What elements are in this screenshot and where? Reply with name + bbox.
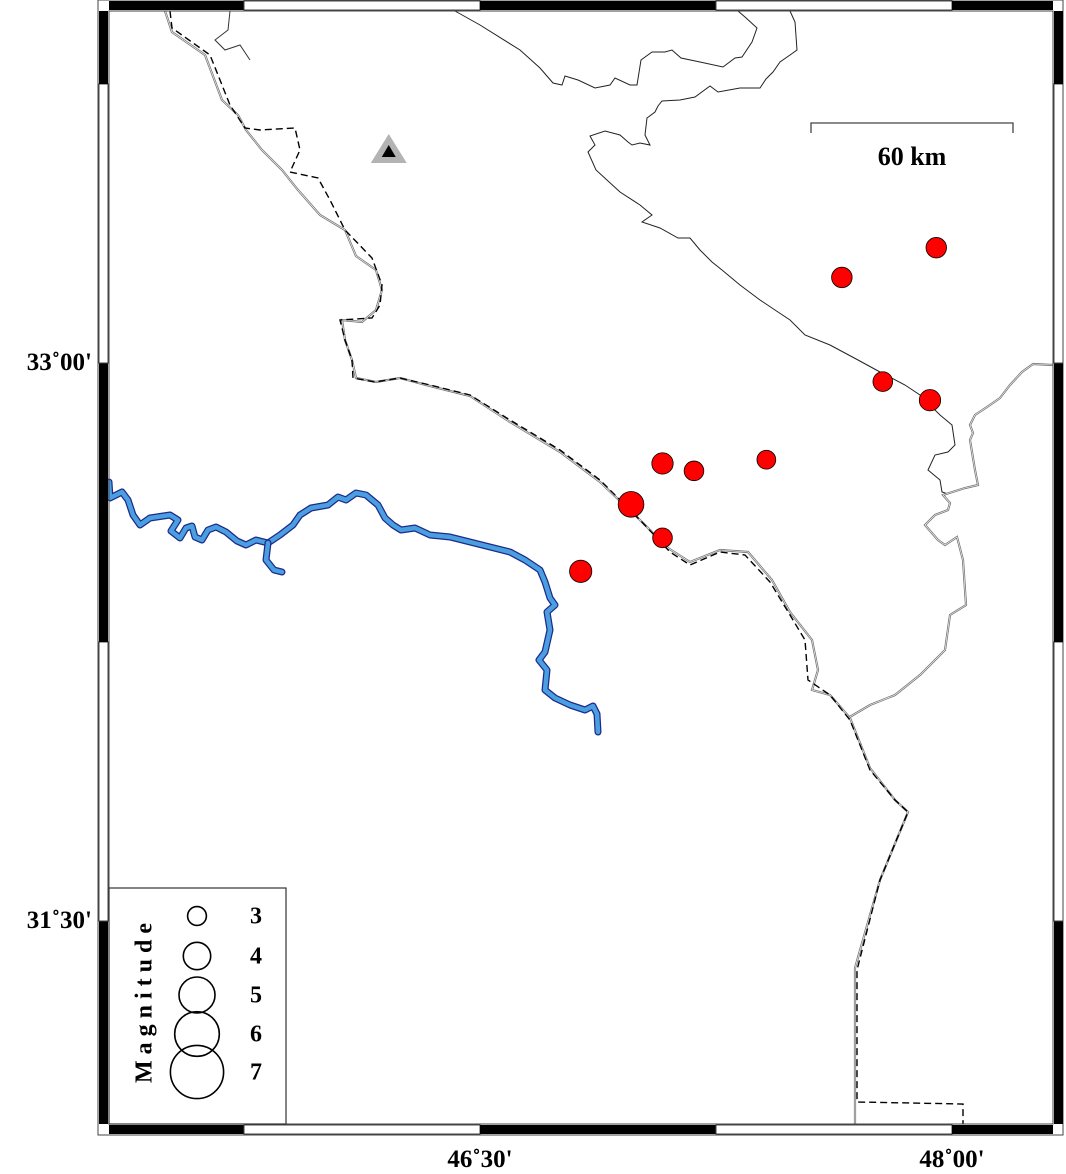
lat-label-31-30: 31˚30' xyxy=(26,907,92,934)
legend-label-7: 7 xyxy=(250,1059,262,1086)
legend-box xyxy=(108,887,287,1125)
earthquake-event xyxy=(831,266,853,289)
boundary-line xyxy=(587,10,956,495)
coastline-inner xyxy=(164,10,909,1124)
frame-bar xyxy=(715,0,953,11)
lon-label-46-30: 46˚30' xyxy=(447,1146,513,1173)
frame-bar xyxy=(1054,363,1063,642)
frame-bar xyxy=(480,1,717,10)
frame-bar xyxy=(952,1,1053,10)
station-marker xyxy=(370,133,407,163)
frame-bar xyxy=(109,1125,244,1134)
frame-bar xyxy=(98,641,109,922)
international-border xyxy=(169,10,964,1124)
earthquake-events xyxy=(569,237,947,583)
boundary-line xyxy=(214,10,251,61)
earthquake-event xyxy=(918,389,942,412)
frame-bar xyxy=(952,1125,1053,1134)
legend-circle-5 xyxy=(178,976,216,1014)
scale-bar xyxy=(810,122,1014,133)
legend-circle-6 xyxy=(173,1010,221,1058)
frame-bar xyxy=(243,0,481,11)
legend-circle-4 xyxy=(182,941,212,971)
frame-bar xyxy=(109,1,244,10)
frame-inner xyxy=(108,10,1054,1125)
frame-bar xyxy=(99,363,108,642)
lat-label-33-00: 33˚00' xyxy=(26,349,92,376)
earthquake-event xyxy=(651,452,674,475)
frame-bar xyxy=(99,921,108,1124)
earthquake-event xyxy=(683,460,705,482)
earthquake-event xyxy=(617,491,645,518)
map-frame xyxy=(97,0,1064,1136)
frame-bar xyxy=(480,1125,717,1134)
frame-bar xyxy=(715,1124,953,1135)
legend-title: Magnitude xyxy=(131,916,158,1084)
legend-label-6: 6 xyxy=(250,1021,262,1048)
scale-bar-line xyxy=(810,122,1014,133)
legend-label-4: 4 xyxy=(250,943,262,970)
earthquake-event xyxy=(569,559,593,583)
river xyxy=(263,540,285,575)
frame-bar xyxy=(1054,11,1063,84)
legend-label-3: 3 xyxy=(250,903,262,930)
frame-bar xyxy=(99,11,108,84)
legend-circle-3 xyxy=(186,905,208,927)
earthquake-event xyxy=(872,371,894,392)
frame-bar xyxy=(1053,641,1064,922)
triangle-station-inner-icon xyxy=(381,144,396,157)
lon-label-48-00: 48˚00' xyxy=(919,1146,985,1173)
earthquake-event xyxy=(652,527,673,549)
legend-label-5: 5 xyxy=(250,982,262,1009)
river-outline xyxy=(105,478,602,736)
boundary-line xyxy=(454,10,758,89)
frame-bar xyxy=(1053,83,1064,364)
earthquake-event xyxy=(925,237,947,259)
legend-frame xyxy=(108,887,287,1125)
frame-bar xyxy=(243,1124,481,1135)
coastline-inner xyxy=(847,363,1054,719)
scale-bar-label: 60 km xyxy=(877,142,947,171)
map-lines xyxy=(105,10,1054,1124)
frame-bar xyxy=(1054,921,1063,1124)
river xyxy=(106,479,601,735)
legend-circle-7 xyxy=(169,1044,225,1100)
earthquake-event xyxy=(756,449,777,470)
frame-bar xyxy=(98,83,109,364)
